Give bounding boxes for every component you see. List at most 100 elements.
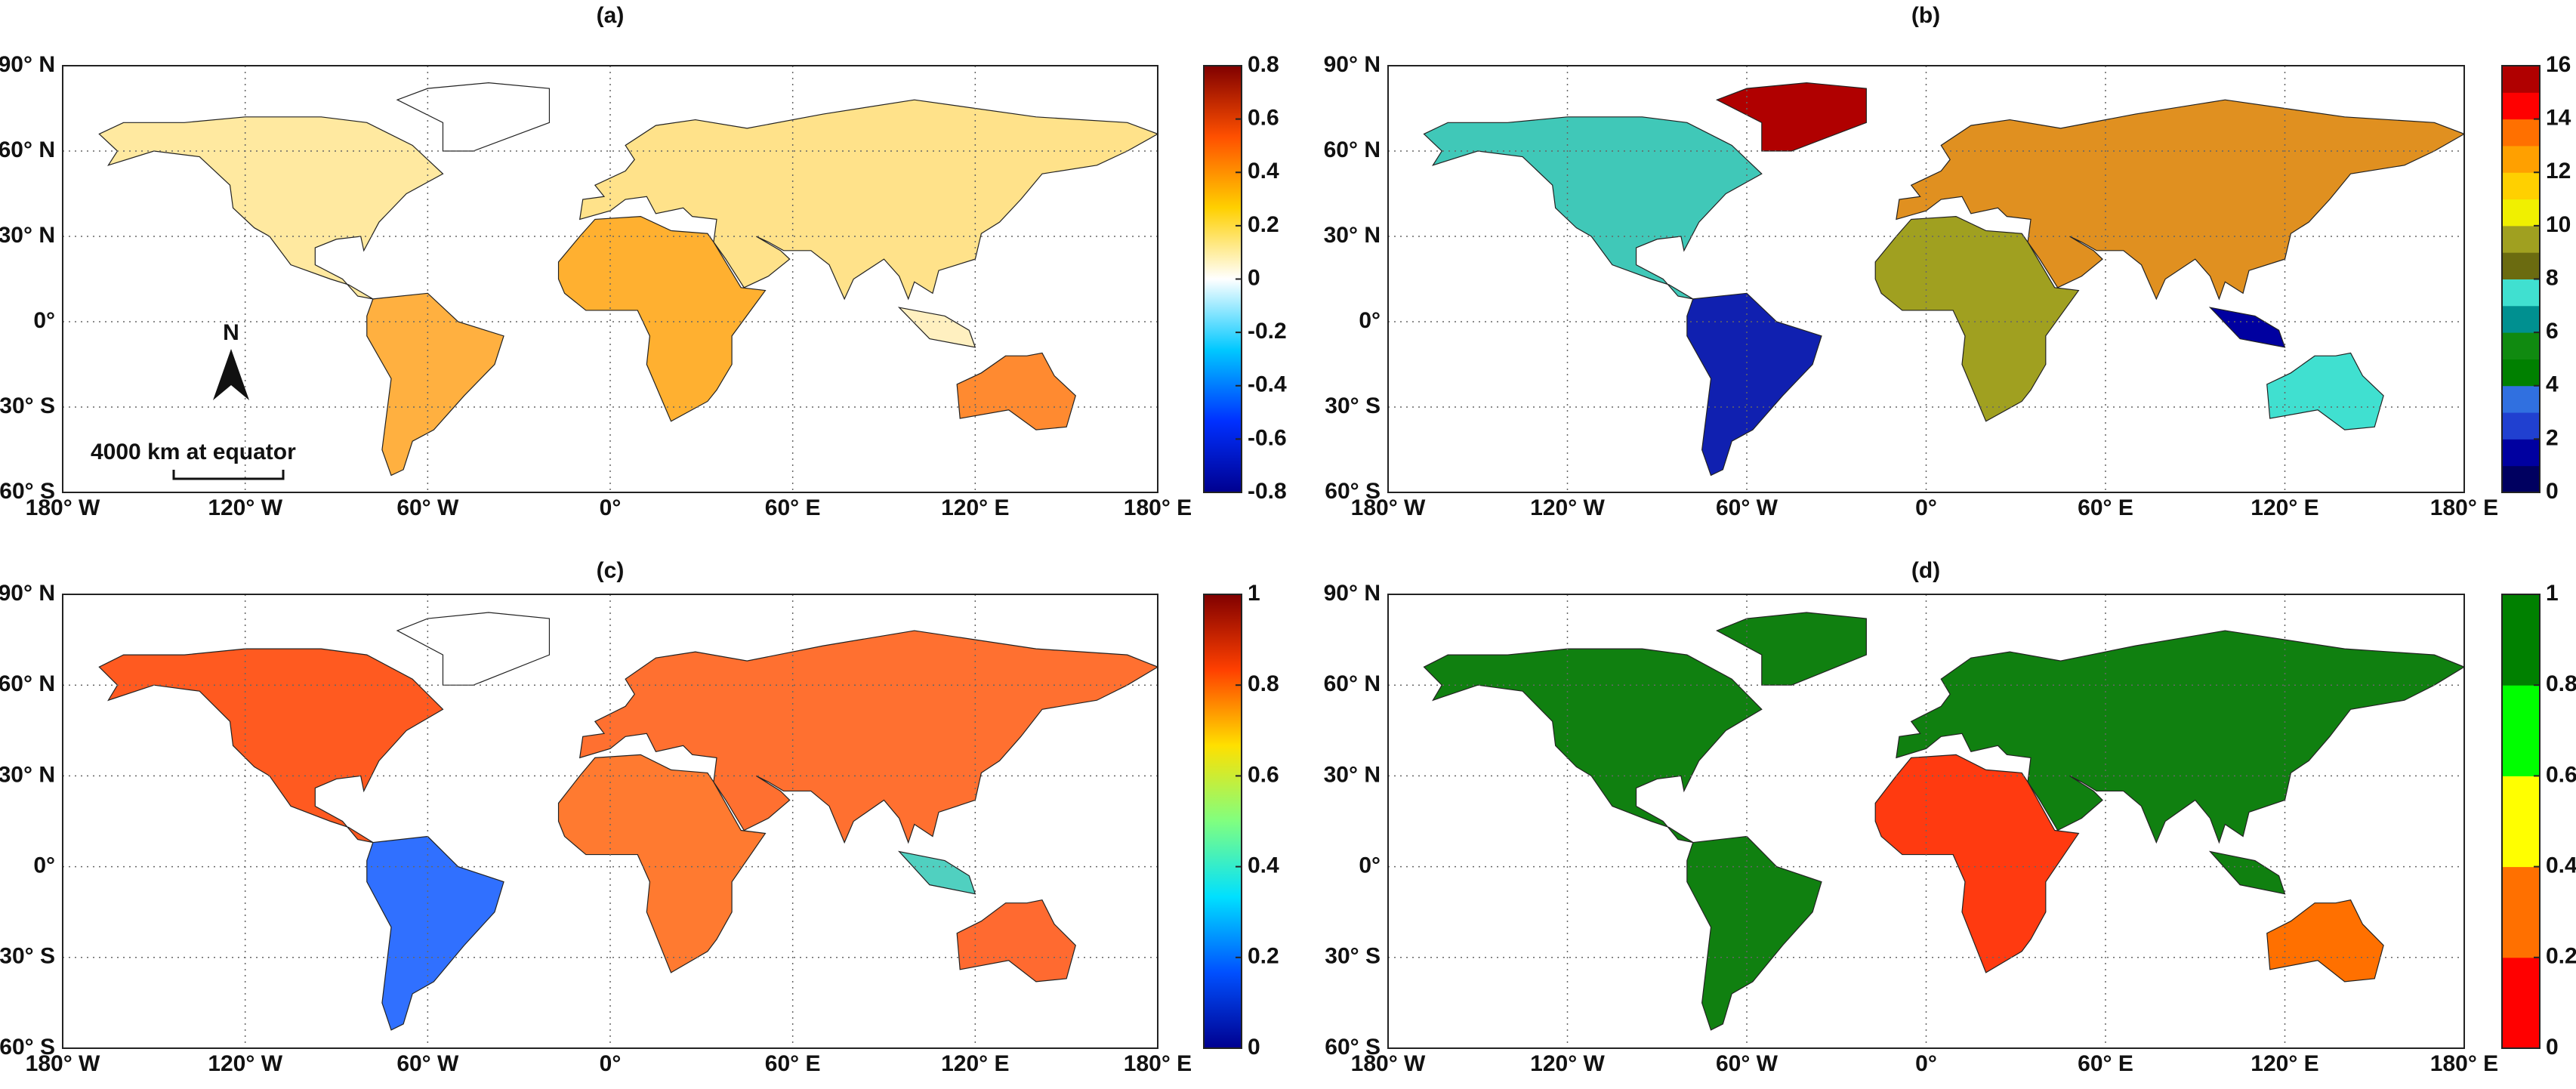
landmass [2266,352,2384,430]
scale-label: 4000 km at equator [91,440,296,464]
landmass [897,850,976,895]
landmass [1423,648,1763,844]
landmass [2208,307,2286,348]
colorbar-tick-label: 6 [2546,319,2559,344]
colorbar-step [2502,412,2540,440]
x-tick-label: 120° W [208,495,282,520]
x-tick-label: 120° E [941,495,1009,520]
colorbar-step [2502,439,2540,467]
colorbar-step [2502,385,2540,413]
colorbar-tick-label: 2 [2546,425,2559,450]
north-arrow [213,349,249,400]
colorbar-step [2502,92,2540,120]
colorbar-tick-label: -0.6 [1248,425,1287,450]
map-frame [62,65,1158,493]
y-tick-label: 60° S [1325,1035,1381,1060]
x-tick-label: 180° E [2430,1051,2498,1076]
x-tick-label: 180° W [1351,495,1426,520]
colorbar-tick-label: 0 [2546,479,2559,504]
x-tick-label: 60° W [1716,495,1779,520]
y-tick-label: 30° N [0,223,55,248]
x-tick-label: 120° E [2251,495,2318,520]
colorbar-tick-label: 8 [2546,265,2559,290]
x-tick-label: 60° E [765,495,821,520]
colorbar-tick-label: 0.2 [1248,212,1279,237]
y-tick-label: 90° N [0,52,55,77]
landmass [396,612,551,686]
colorbar-step [2502,957,2540,1049]
landmass [557,754,767,973]
map-frame [62,594,1158,1049]
landmass [98,648,444,844]
x-tick-label: 0° [600,1051,622,1076]
scale-bar [172,470,285,480]
colorbar-tick-label: 0.4 [1248,853,1279,878]
landmass [396,82,551,152]
x-tick-label: 0° [1915,1051,1937,1076]
x-tick-label: 120° E [941,1051,1009,1076]
landmass [366,835,504,1031]
colorbar-tick-label: 0.8 [2546,671,2576,696]
x-tick-label: 60° W [396,1051,459,1076]
colorbar-tick-label: 0 [1248,1035,1260,1060]
x-tick-label: 60° E [2078,1051,2133,1076]
colorbar-tick-label: 0.8 [1248,52,1279,77]
panel-title: (c) [597,558,625,583]
y-tick-label: 30° N [1324,223,1381,248]
colorbar-tick-label: -0.8 [1248,479,1287,504]
colorbar [1204,66,1242,492]
colorbar-step [2502,66,2540,93]
landmass [1874,216,2080,422]
colorbar-step [2502,594,2540,686]
landmass [1423,116,1763,300]
landmass [98,116,444,300]
y-tick-label: 60° N [1324,671,1381,696]
x-tick-label: 120° W [1530,495,1605,520]
colorbar-step [2502,225,2540,253]
landmass [1715,82,1867,152]
landmass [1686,292,1822,477]
y-tick-label: 30° N [0,762,55,787]
colorbar-tick-label: 0.2 [2546,944,2576,969]
y-tick-label: 90° N [0,581,55,606]
colorbar-step [2502,332,2540,359]
colorbar-tick-label: 16 [2546,52,2571,77]
y-tick-label: 30° S [0,393,55,418]
colorbar [1204,594,1242,1048]
x-tick-label: 0° [600,495,622,520]
colorbar-step [2502,119,2540,147]
colorbar-tick-label: 0 [1248,265,1260,290]
colorbar-step [2502,199,2540,227]
colorbar-tick-label: 0.6 [1248,106,1279,131]
y-tick-label: 60° S [0,1035,55,1060]
colorbar-step [2502,465,2540,493]
x-tick-label: 180° E [1124,1051,1192,1076]
x-tick-label: 180° E [2430,495,2498,520]
x-tick-label: 60° E [765,1051,821,1076]
y-tick-label: 60° N [0,671,55,696]
y-tick-label: 30° N [1324,762,1381,787]
colorbar-step [2502,279,2540,307]
x-tick-label: 0° [1915,495,1937,520]
y-tick-label: 0° [33,308,55,333]
landmass [557,216,767,422]
x-tick-label: 120° E [2251,1051,2318,1076]
y-tick-label: 0° [1359,853,1381,878]
colorbar-tick-label: 1 [1248,581,1260,606]
y-tick-label: 30° S [1325,944,1381,969]
x-tick-label: 180° W [26,495,100,520]
colorbar-tick-label: 0.4 [1248,159,1279,184]
y-tick-label: 90° N [1324,52,1381,77]
colorbar-tick-label: 0.4 [2546,853,2576,878]
landmass [956,352,1076,430]
y-tick-label: 30° S [1325,393,1381,418]
y-tick-label: 60° N [1324,137,1381,162]
colorbar-tick-label: 12 [2546,159,2571,184]
x-tick-label: 180° E [1124,495,1192,520]
north-label: N [223,320,239,345]
landmass [1686,835,1822,1031]
y-tick-label: 60° S [0,479,55,504]
x-tick-label: 120° W [208,1051,282,1076]
